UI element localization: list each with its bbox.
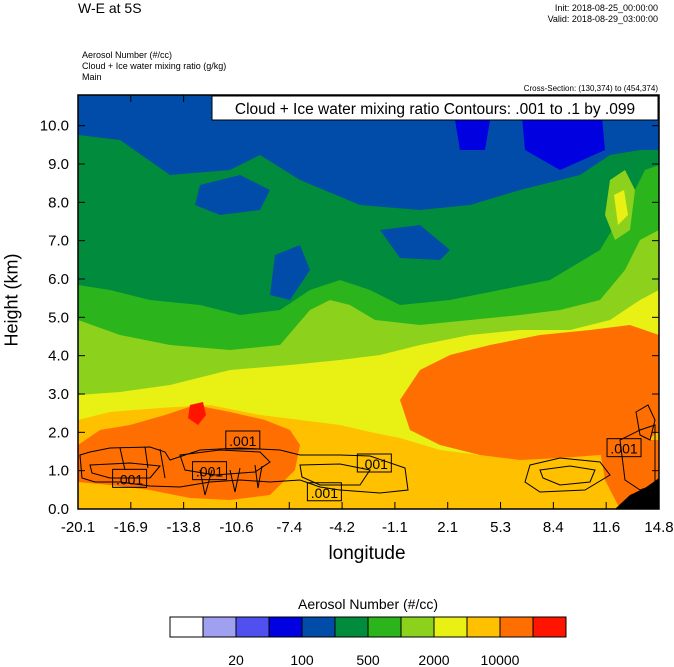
x-tick-label: 2.1 [437,519,458,536]
x-tick-label: -10.6 [219,519,253,536]
contour-label-box [306,482,342,502]
x-tick-label: -13.8 [167,519,201,536]
y-tick-label: 8.0 [48,194,69,211]
x-tick-label: 8.4 [543,519,564,536]
contour-label: .001 [311,485,338,501]
x-tick-label: 5.3 [490,519,511,536]
colorbar-swatch [433,616,468,638]
y-tick-label: 2.0 [48,424,69,441]
y-tick-label: 5.0 [48,309,69,326]
contour-label: .001 [116,471,143,487]
x-tick-label: -4.2 [329,519,355,536]
contour-label-box [112,468,148,488]
y-tick-label: 9.0 [48,156,69,173]
colorbar-label: 20 [228,652,244,667]
y-tick-label: 10.0 [40,118,69,135]
contour-label-box [606,438,642,458]
y-tick-label: 6.0 [48,271,69,288]
contour-labels: .001 .001 .001 .001 .001 .001 [112,430,642,502]
contour-label: .001 [196,464,223,480]
y-tick-label: 0.0 [48,501,69,518]
colorbar-swatch [301,616,336,638]
x-tick-label: -20.1 [61,519,95,536]
y-tick-label: 7.0 [48,233,69,250]
colorbar-swatch [202,616,237,638]
field-label-cloud-ice: Cloud + Ice water mixing ratio (g/kg) [82,61,227,71]
x-tick-label: 14.8 [644,519,673,536]
colorbar-swatch [367,616,402,638]
contour-label: .001 [229,433,256,449]
colorbar-swatch [169,616,204,638]
plot-frame [77,94,660,510]
contour-label-box [356,453,392,473]
contour-label-box [225,430,261,450]
colorbar-label: 2000 [418,652,449,667]
x-tick-label: -16.9 [114,519,148,536]
x-axis: -20.1 -16.9 -13.8 -10.6 -7.4 -4.2 -1.1 2.1 5.3 8.… [61,95,674,536]
y-tick-label: 4.0 [48,348,69,365]
colorbar-swatch [268,616,303,638]
colorbar-swatch [400,616,435,638]
colorbar-label: 10000 [481,652,520,667]
y-axis: 0.0 1.0 2.0 3.0 4.0 5.0 6.0 7.0 8.0 9.0 10.0 [40,118,659,518]
init-time: Init: 2018-08-25_00:00:00 [554,3,658,13]
colorbar-label: 100 [290,652,314,667]
colorbar-swatch [334,616,369,638]
plot-title: W-E at 5S [78,0,142,16]
x-tick-label: 11.6 [592,519,620,536]
cross-section-label: Cross-Section: (130,374) to (454,374) [523,84,658,93]
colorbar-swatch [235,616,270,638]
x-tick-label: -7.4 [276,519,302,536]
colorbar-title: Aerosol Number (#/cc) [297,596,439,612]
x-axis-title: longitude [328,543,406,564]
aerosol-field [78,95,659,509]
colorbar-swatch [532,616,567,638]
colorbar-swatch [466,616,501,638]
colorbar: 20 100 500 2000 10000 [169,616,567,667]
contour-info-box [211,95,659,121]
contour-label-box [192,461,228,481]
y-tick-label: 1.0 [48,463,69,480]
contour-info-text: Cloud + Ice water mixing ratio Contours:… [235,101,635,118]
y-axis-title: Height (km) [1,253,22,347]
contour-label: .001 [361,456,388,472]
colorbar-label: 500 [356,652,380,667]
valid-time: Valid: 2018-08-29_03:00:00 [547,14,658,24]
y-tick-label: 3.0 [48,386,69,403]
field-label-aerosol: Aerosol Number (#/cc) [82,50,173,60]
field-label-main: Main [82,72,102,82]
colorbar-swatch [499,616,534,638]
x-tick-label: -1.1 [382,519,408,536]
contour-label: .001 [610,441,637,457]
